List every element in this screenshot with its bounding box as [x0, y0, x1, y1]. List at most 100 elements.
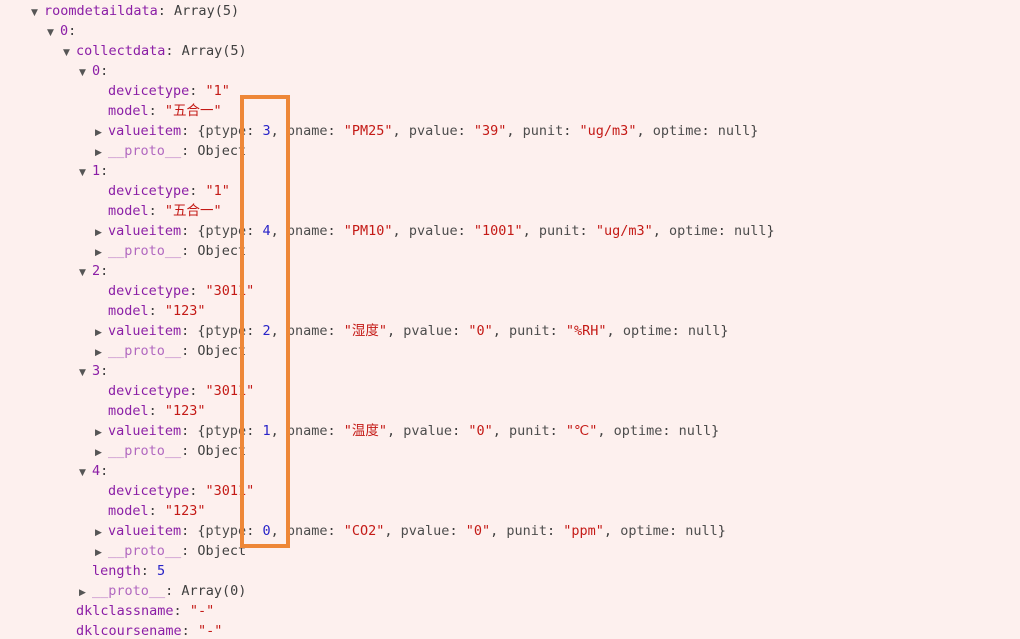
disclosure-triangle-collapsed-icon[interactable]: ▶: [95, 328, 102, 338]
string-value: "ug/m3": [579, 123, 637, 139]
punctuation-text: ,: [603, 523, 621, 539]
tree-row[interactable]: ▶ __proto__: Array(0): [0, 581, 1020, 601]
preview-key: pname: [286, 523, 328, 539]
tree-row[interactable]: ▶ __proto__: Object: [0, 341, 1020, 361]
string-value: "3011": [205, 283, 255, 299]
punctuation-text: :: [173, 603, 190, 619]
property-key: devicetype: [108, 83, 190, 99]
property-key: valueitem: [108, 323, 182, 339]
preview-key: pvalue: [408, 223, 458, 239]
tree-row[interactable]: ▶ valueitem: {ptype: 0, pname: "CO2", pva…: [0, 521, 1020, 541]
tree-row[interactable]: ▶ __proto__: Object: [0, 541, 1020, 561]
disclosure-triangle-collapsed-icon[interactable]: ▶: [95, 528, 102, 538]
punctuation-text: : Array(5): [165, 43, 247, 59]
disclosure-triangle-expanded-icon[interactable]: ▼: [47, 28, 54, 38]
preview-key: punit: [522, 123, 564, 139]
punctuation-text: :: [449, 523, 466, 539]
preview-key: ptype: [205, 423, 247, 439]
tree-row: devicetype: "3011": [0, 381, 1020, 401]
punctuation-text: :: [100, 263, 109, 279]
property-key: valueitem: [108, 423, 182, 439]
disclosure-triangle-expanded-icon[interactable]: ▼: [79, 368, 86, 378]
punctuation-text: :: [189, 483, 206, 499]
property-key: 4: [92, 463, 101, 479]
preview-key: pname: [286, 123, 328, 139]
preview-key: optime: [613, 423, 663, 439]
punctuation-text: ,: [387, 423, 404, 439]
number-value: 0: [262, 523, 271, 539]
tree-row[interactable]: ▶ valueitem: {ptype: 4, pname: "PM10", pv…: [0, 221, 1020, 241]
property-key: 3: [92, 363, 101, 379]
disclosure-triangle-collapsed-icon[interactable]: ▶: [95, 228, 102, 238]
punctuation-text: :: [549, 423, 566, 439]
tree-row[interactable]: ▼ 2:: [0, 261, 1020, 281]
disclosure-triangle-collapsed-icon[interactable]: ▶: [79, 588, 86, 598]
punctuation-text: :: [668, 523, 686, 539]
disclosure-triangle-collapsed-icon[interactable]: ▶: [95, 248, 102, 258]
null-value: null: [717, 123, 751, 139]
preview-key: punit: [509, 323, 550, 339]
punctuation-text: ,: [597, 423, 614, 439]
punctuation-text: : {: [181, 523, 206, 539]
punctuation-text: :: [246, 423, 263, 439]
proto-key: __proto__: [108, 443, 182, 459]
null-value: null: [685, 523, 718, 539]
preview-key: optime: [668, 223, 718, 239]
punctuation-text: :: [452, 423, 469, 439]
preview-key: ptype: [205, 523, 247, 539]
punctuation-text: }: [720, 323, 729, 339]
disclosure-triangle-collapsed-icon[interactable]: ▶: [95, 128, 102, 138]
string-value: "-": [189, 603, 215, 619]
number-value: 4: [262, 223, 271, 239]
disclosure-triangle-collapsed-icon[interactable]: ▶: [95, 148, 102, 158]
tree-row: model: "五合一": [0, 101, 1020, 121]
preview-key: optime: [622, 323, 672, 339]
tree-row[interactable]: ▼ roomdetaildata: Array(5): [0, 1, 1020, 21]
preview-key: punit: [506, 523, 548, 539]
disclosure-triangle-expanded-icon[interactable]: ▼: [31, 8, 38, 18]
tree-row[interactable]: ▶ valueitem: {ptype: 2, pname: "湿度", pval…: [0, 321, 1020, 341]
punctuation-text: ,: [652, 223, 669, 239]
disclosure-triangle-collapsed-icon[interactable]: ▶: [95, 548, 102, 558]
property-key: model: [108, 503, 149, 519]
tree-row[interactable]: ▶ __proto__: Object: [0, 141, 1020, 161]
punctuation-text: :: [100, 163, 109, 179]
disclosure-triangle-expanded-icon[interactable]: ▼: [79, 268, 86, 278]
proto-key: __proto__: [92, 583, 166, 599]
punctuation-text: :: [189, 383, 206, 399]
tree-row: model: "123": [0, 401, 1020, 421]
tree-row[interactable]: ▶ valueitem: {ptype: 1, pname: "温度", pval…: [0, 421, 1020, 441]
tree-row[interactable]: ▼ 1:: [0, 161, 1020, 181]
punctuation-text: ,: [270, 323, 287, 339]
tree-row[interactable]: ▼ 0:: [0, 61, 1020, 81]
preview-key: pname: [286, 423, 328, 439]
punctuation-text: :: [327, 323, 344, 339]
property-key: 2: [92, 263, 101, 279]
punctuation-text: ,: [270, 223, 287, 239]
tree-row[interactable]: ▼ 4:: [0, 461, 1020, 481]
tree-row[interactable]: ▶ __proto__: Object: [0, 241, 1020, 261]
disclosure-triangle-expanded-icon[interactable]: ▼: [63, 48, 70, 58]
tree-row[interactable]: ▶ __proto__: Object: [0, 441, 1020, 461]
disclosure-triangle-expanded-icon[interactable]: ▼: [79, 68, 86, 78]
disclosure-triangle-collapsed-icon[interactable]: ▶: [95, 348, 102, 358]
disclosure-triangle-collapsed-icon[interactable]: ▶: [95, 428, 102, 438]
disclosure-triangle-expanded-icon[interactable]: ▼: [79, 168, 86, 178]
punctuation-text: ,: [384, 523, 401, 539]
preview-key: pvalue: [408, 123, 458, 139]
string-value: "1": [205, 183, 230, 199]
disclosure-triangle-collapsed-icon[interactable]: ▶: [95, 448, 102, 458]
punctuation-text: :: [148, 403, 165, 419]
string-value: "湿度": [343, 323, 388, 339]
tree-row[interactable]: ▼ collectdata: Array(5): [0, 41, 1020, 61]
tree-row[interactable]: ▼ 0:: [0, 21, 1020, 41]
punctuation-text: :: [327, 423, 344, 439]
tree-row: dklclassname: "-": [0, 601, 1020, 621]
disclosure-triangle-expanded-icon[interactable]: ▼: [79, 468, 86, 478]
punctuation-text: }: [711, 423, 720, 439]
punctuation-text: :: [579, 223, 596, 239]
string-value: "123": [164, 503, 206, 519]
tree-row[interactable]: ▶ valueitem: {ptype: 3, pname: "PM25", pv…: [0, 121, 1020, 141]
tree-row[interactable]: ▼ 3:: [0, 361, 1020, 381]
null-value: null: [734, 223, 767, 239]
